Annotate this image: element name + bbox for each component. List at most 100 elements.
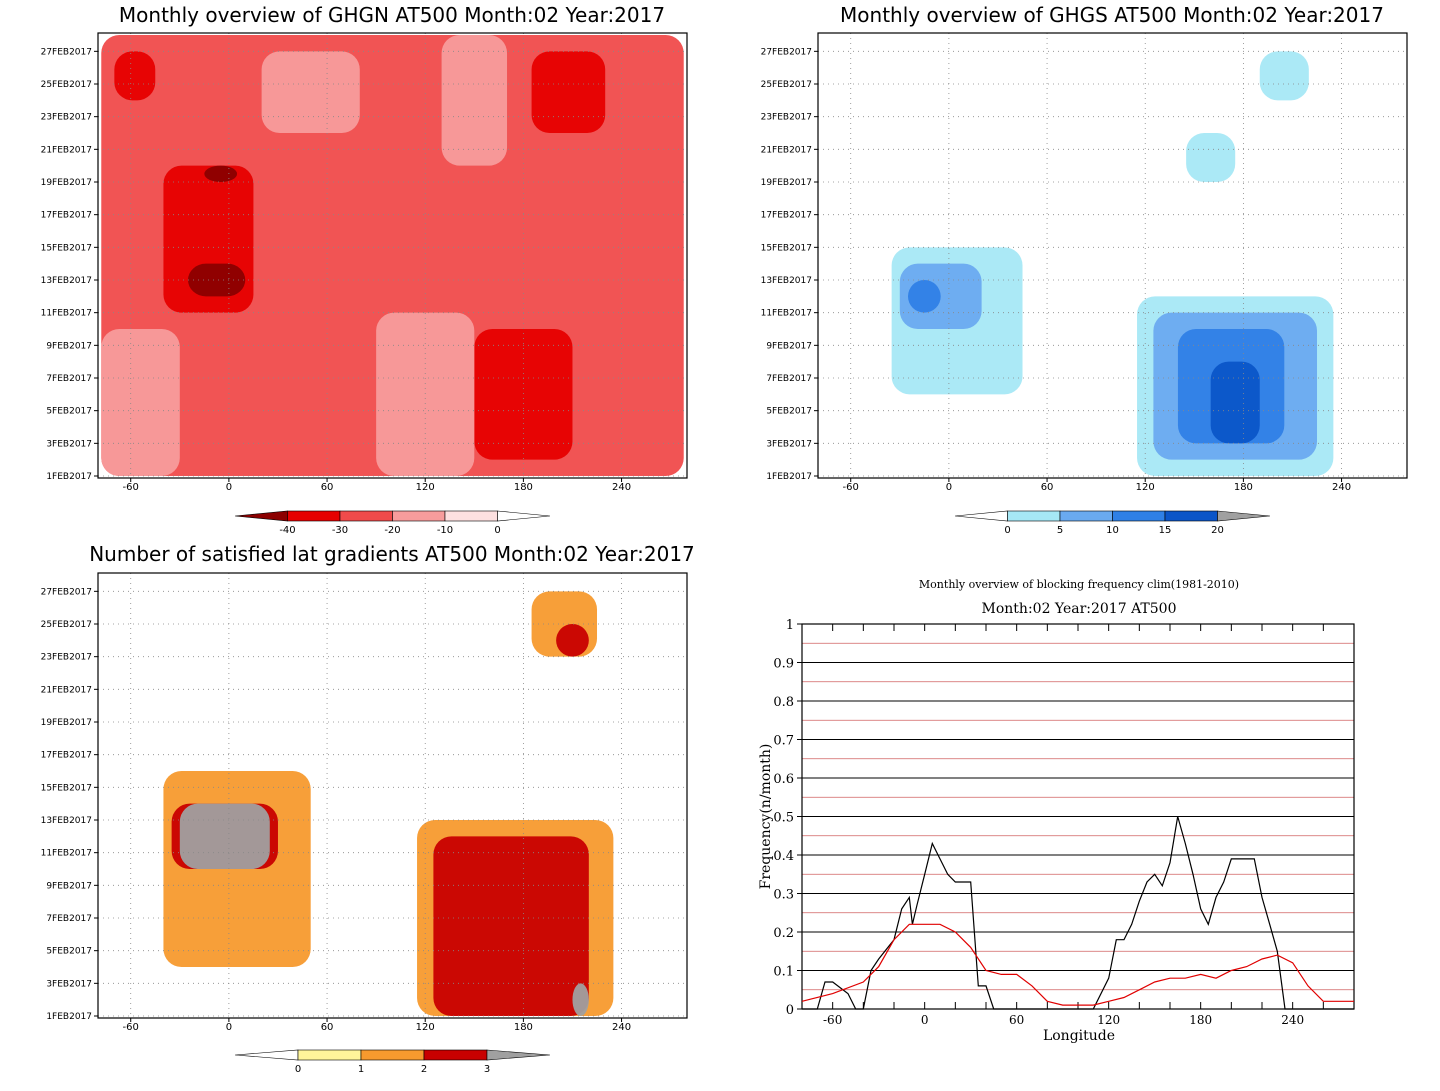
y-tick-label: 0.6: [773, 772, 794, 787]
y-tick-label: 25FEB2017: [761, 80, 812, 90]
x-tick-label: 60: [321, 482, 334, 493]
x-tick-label: 60: [1041, 482, 1054, 493]
x-tick-label: 240: [612, 1022, 631, 1033]
colorbar-swatch: [297, 1049, 362, 1061]
y-tick-label: 9FEB2017: [46, 881, 92, 891]
y-tick-label: 5FEB2017: [46, 407, 92, 417]
y-tick-label: 21FEB2017: [761, 145, 812, 155]
contour-region: [101, 329, 180, 476]
y-tick-label: 0.4: [773, 849, 794, 864]
colorbar-label: 0: [494, 525, 500, 536]
y-axis-label: Frequency(n/month): [758, 744, 774, 890]
y-tick-label: 0.5: [773, 811, 794, 826]
colorbar-label: 5: [1057, 525, 1063, 536]
colorbar-arrow-right: [1217, 510, 1271, 522]
y-tick-label: 23FEB2017: [41, 113, 92, 123]
panel-title: Monthly overview of GHGN AT500 Month:02 …: [119, 3, 665, 27]
x-tick-label: 60: [1009, 1013, 1024, 1027]
contour-region: [376, 312, 475, 476]
y-tick-label: 3FEB2017: [46, 439, 92, 449]
y-tick-label: 27FEB2017: [41, 47, 92, 57]
colorbar-label: 10: [1106, 525, 1119, 536]
y-tick-label: 5FEB2017: [766, 407, 812, 417]
contour-region: [204, 165, 238, 182]
contour-region: [907, 280, 941, 313]
y-tick-label: 0.9: [773, 657, 794, 672]
y-tick-label: 13FEB2017: [41, 276, 92, 286]
y-tick-label: 1FEB2017: [46, 1012, 92, 1022]
heatmap-panel-0: Monthly overview of GHGN AT500 Month:02 …: [41, 3, 688, 536]
y-tick-label: 7FEB2017: [766, 374, 812, 384]
y-tick-label: 21FEB2017: [41, 685, 92, 695]
y-tick-label: 11FEB2017: [761, 309, 812, 319]
y-tick-label: 19FEB2017: [761, 178, 812, 188]
x-tick-label: 180: [514, 482, 533, 493]
colorbar: -40 -30 -20 -10 0: [234, 510, 551, 536]
y-tick-label: 11FEB2017: [41, 309, 92, 319]
x-tick-label: 180: [1234, 482, 1253, 493]
colorbar-arrow-right: [497, 510, 551, 522]
colorbar-label: 0: [1004, 525, 1010, 536]
colorbar-swatch: [360, 1049, 425, 1061]
y-tick-label: 0: [786, 1003, 794, 1018]
colorbar-swatch: [339, 510, 393, 522]
colorbar-label: -20: [384, 525, 400, 536]
contour-region: [187, 263, 246, 297]
x-tick-label: 0: [946, 482, 952, 493]
x-tick-label: 240: [1281, 1013, 1304, 1027]
colorbar-swatch: [1112, 510, 1166, 522]
y-tick-label: 0.8: [773, 695, 794, 710]
line-chart-panel: Monthly overview of blocking frequency c…: [758, 578, 1355, 1044]
y-tick-label: 7FEB2017: [46, 914, 92, 924]
y-tick-label: 17FEB2017: [761, 211, 812, 221]
y-tick-label: 21FEB2017: [41, 145, 92, 155]
contour-region: [556, 624, 589, 657]
heatmap-panel-2: Number of satisfied lat gradients AT500 …: [41, 542, 695, 1075]
contour-region: [433, 836, 589, 1016]
series-line-0: [802, 816, 1354, 1010]
y-tick-label: 23FEB2017: [761, 113, 812, 123]
y-tick-label: 13FEB2017: [41, 816, 92, 826]
colorbar-arrow-left: [234, 1049, 299, 1061]
colorbar-label: 3: [484, 1064, 490, 1075]
colorbar-arrow-left: [954, 510, 1008, 522]
y-tick-label: 5FEB2017: [46, 947, 92, 957]
colorbar: 0 5 10 15 20: [954, 510, 1271, 536]
y-tick-label: 9FEB2017: [46, 341, 92, 351]
heatmap-panel-1: Monthly overview of GHGS AT500 Month:02 …: [761, 3, 1408, 536]
colorbar-swatch: [1007, 510, 1061, 522]
contour-region: [114, 51, 156, 101]
x-tick-label: 60: [321, 1022, 334, 1033]
x-tick-label: 180: [1189, 1013, 1212, 1027]
chart-title: Monthly overview of blocking frequency c…: [919, 578, 1239, 591]
y-tick-label: 25FEB2017: [41, 620, 92, 630]
y-tick-label: 23FEB2017: [41, 653, 92, 663]
y-tick-label: 13FEB2017: [761, 276, 812, 286]
series-line-1: [801, 923, 1354, 1006]
y-tick-label: 19FEB2017: [41, 178, 92, 188]
y-tick-label: 15FEB2017: [761, 243, 812, 253]
x-tick-label: 120: [416, 482, 435, 493]
y-tick-label: 3FEB2017: [766, 439, 812, 449]
x-tick-label: 0: [921, 1013, 929, 1027]
colorbar-label: 15: [1159, 525, 1172, 536]
colorbar-arrow-right: [486, 1049, 551, 1061]
y-tick-label: 27FEB2017: [761, 47, 812, 57]
contour-region: [1210, 361, 1260, 444]
x-tick-label: 120: [416, 1022, 435, 1033]
contour-region: [261, 51, 360, 134]
y-tick-label: 17FEB2017: [41, 751, 92, 761]
chart-subtitle: Month:02 Year:2017 AT500: [982, 601, 1177, 617]
y-tick-label: 7FEB2017: [46, 374, 92, 384]
colorbar-label: 1: [358, 1064, 364, 1075]
x-tick-label: -60: [823, 1013, 842, 1027]
x-tick-label: 240: [612, 482, 631, 493]
y-tick-label: 0.3: [773, 888, 794, 903]
colorbar-arrow-left: [234, 510, 288, 522]
y-tick-label: 25FEB2017: [41, 80, 92, 90]
contour-region: [531, 51, 606, 134]
colorbar-swatch: [392, 510, 446, 522]
y-tick-label: 1: [786, 618, 794, 633]
x-tick-label: 0: [226, 482, 232, 493]
colorbar-swatch: [1059, 510, 1113, 522]
